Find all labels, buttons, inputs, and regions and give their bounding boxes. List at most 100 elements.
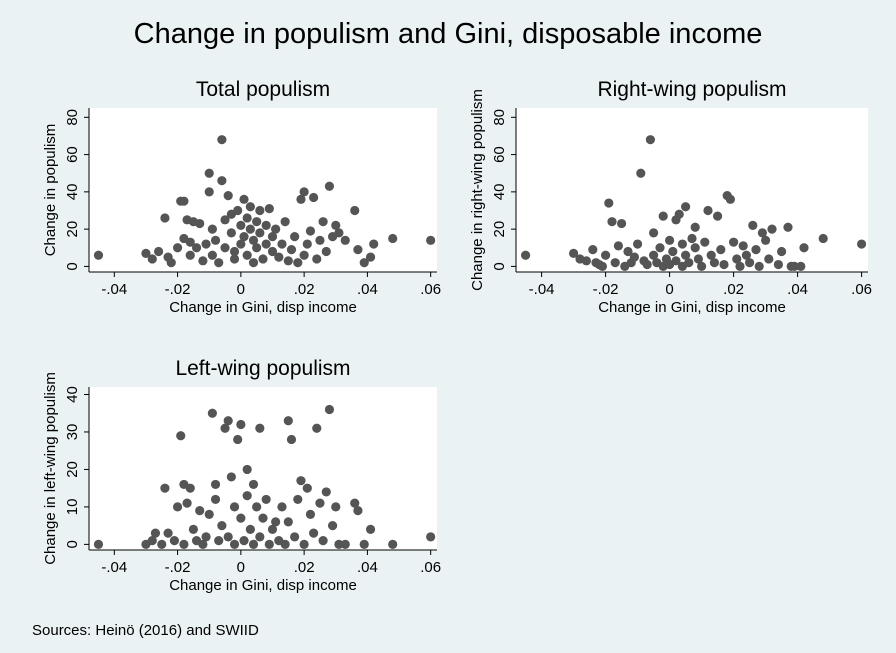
plot-area [89, 387, 437, 550]
data-point [569, 248, 579, 258]
data-point [280, 217, 290, 227]
data-point [610, 258, 620, 268]
data-point [757, 228, 768, 238]
data-point [283, 517, 293, 527]
x-tick-label: .06 [420, 559, 441, 576]
y-tick-label: 20 [64, 221, 81, 238]
data-point [751, 245, 761, 255]
data-point [709, 258, 720, 268]
data-point [629, 252, 640, 262]
data-point [214, 536, 224, 546]
y-tick-label: 80 [491, 109, 508, 126]
data-point [248, 479, 259, 490]
data-point [172, 243, 183, 253]
data-point [157, 539, 167, 549]
data-point [210, 494, 221, 505]
data-point [732, 254, 742, 264]
data-point [258, 513, 268, 523]
y-tick-label: 40 [64, 184, 81, 201]
data-point [210, 235, 221, 245]
x-tick-label: .02 [723, 281, 744, 298]
data-point [729, 237, 739, 247]
data-point [789, 261, 800, 272]
x-tick-label: -.02 [165, 281, 191, 298]
data-point [286, 245, 297, 255]
y-tick-label: 0 [64, 262, 81, 270]
data-point [182, 498, 192, 508]
data-point [223, 532, 233, 542]
data-point [255, 228, 265, 238]
x-tick-label: .04 [357, 281, 378, 298]
data-point [239, 194, 249, 204]
data-point [245, 524, 255, 534]
data-point [773, 259, 784, 270]
data-point [290, 231, 300, 242]
data-point [636, 168, 646, 178]
data-point [252, 502, 262, 512]
data-point [154, 246, 164, 257]
x-tick-label: 0 [237, 559, 245, 576]
data-point [623, 246, 633, 257]
data-point [248, 258, 259, 268]
data-point [748, 220, 758, 231]
y-tick-label: 20 [491, 221, 508, 238]
data-point [252, 217, 262, 227]
data-point [613, 241, 624, 251]
data-point [147, 536, 157, 546]
data-point [141, 248, 151, 258]
data-point [220, 243, 230, 253]
data-point [248, 539, 259, 549]
data-point [719, 259, 729, 270]
data-point [277, 239, 287, 249]
data-point [274, 252, 284, 262]
data-point [210, 479, 221, 490]
data-point [255, 423, 265, 433]
data-point [328, 521, 338, 531]
data-point [302, 239, 312, 249]
data-point [271, 517, 281, 527]
data-point [353, 245, 363, 255]
data-point [309, 528, 319, 538]
data-point [684, 258, 694, 268]
data-point [160, 483, 170, 493]
x-tick-label: .06 [420, 281, 441, 298]
data-point [207, 250, 217, 260]
data-point [242, 213, 252, 223]
data-point [681, 202, 691, 212]
data-point [365, 524, 376, 534]
data-point [741, 250, 752, 260]
data-point [649, 250, 659, 260]
data-point [687, 233, 697, 244]
data-point [198, 256, 208, 266]
data-point [645, 135, 656, 145]
data-point [226, 472, 236, 482]
x-tick-label: .04 [787, 281, 808, 298]
data-point [716, 245, 726, 255]
data-point [223, 190, 233, 201]
data-point [312, 423, 322, 433]
data-point [315, 235, 325, 245]
data-point [226, 228, 236, 238]
data-point [690, 222, 700, 232]
data-point [160, 213, 170, 223]
data-point [761, 235, 771, 245]
data-point [217, 521, 227, 531]
data-point [267, 231, 278, 242]
data-point [642, 259, 652, 270]
data-point [223, 416, 233, 426]
data-point [217, 176, 227, 186]
data-point [201, 532, 211, 542]
data-point [179, 196, 189, 206]
data-point [204, 187, 214, 197]
subplot-title: Total populism [196, 78, 330, 101]
data-point [261, 220, 271, 231]
data-point [290, 532, 300, 542]
data-point [767, 224, 777, 234]
data-point [350, 498, 360, 508]
x-tick-label: -.04 [529, 281, 555, 298]
data-point [350, 205, 360, 216]
data-point [777, 246, 787, 257]
data-point [796, 261, 806, 272]
data-point [318, 536, 328, 546]
data-point [783, 222, 793, 232]
